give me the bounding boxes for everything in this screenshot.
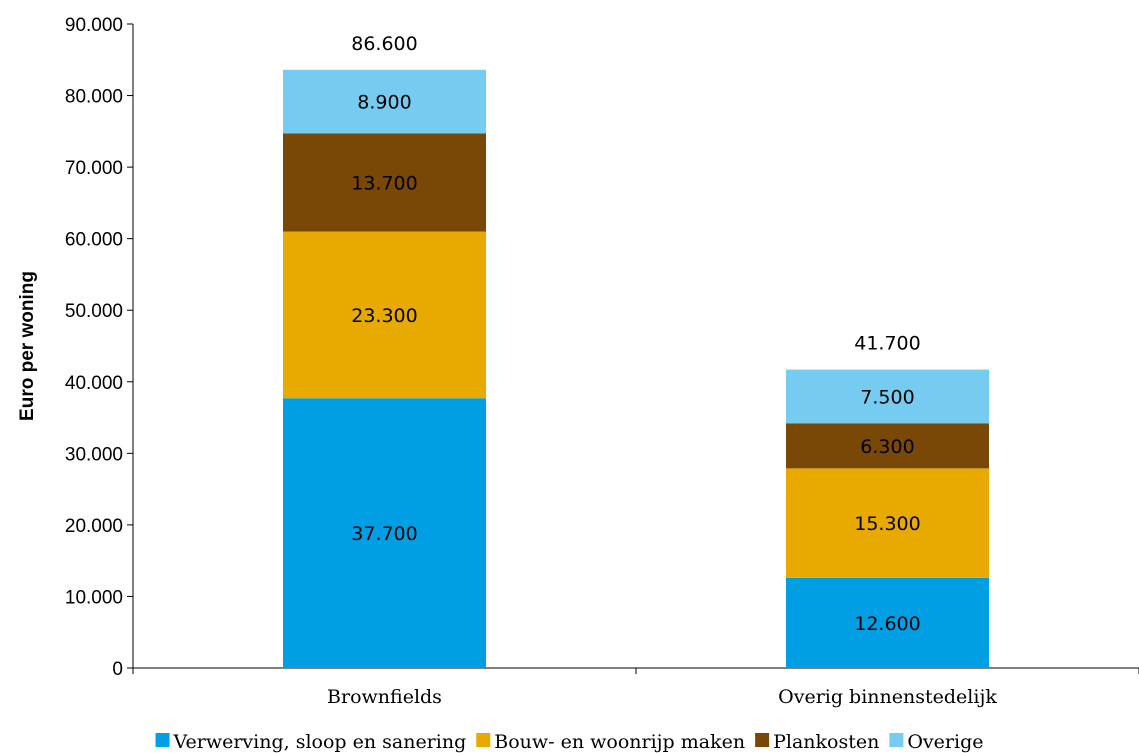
y-tick-label: 40.000 xyxy=(65,373,123,394)
bar-segment xyxy=(786,423,989,469)
legend-item: Overige xyxy=(889,731,983,753)
segment-data-label: 37.700 xyxy=(351,523,417,545)
x-category-label: Brownfields xyxy=(327,686,442,708)
y-tick-label: 70.000 xyxy=(65,158,123,179)
bar-segment xyxy=(283,133,486,232)
total-data-label: 86.600 xyxy=(351,33,417,55)
segment-data-label: 6.300 xyxy=(860,436,914,458)
legend-label: Verwerving, sloop en sanering xyxy=(173,731,467,753)
segment-data-label: 13.700 xyxy=(351,172,417,194)
segment-data-label: 23.300 xyxy=(351,305,417,327)
segment-data-label: 7.500 xyxy=(860,386,914,408)
segment-data-label: 12.600 xyxy=(854,613,920,635)
legend-label: Plankosten xyxy=(773,731,879,753)
y-tick-label: 30.000 xyxy=(65,444,123,465)
y-tick-label: 20.000 xyxy=(65,516,123,537)
bar-segment xyxy=(786,577,989,668)
segment-data-label: 15.300 xyxy=(854,513,920,535)
legend-swatch xyxy=(755,733,770,747)
y-tick-label: 80.000 xyxy=(65,87,123,108)
bars: 37.700 23.300 13.700 8.900 86.600 12.600 15.30… xyxy=(283,33,989,668)
legend-item: Plankosten xyxy=(755,731,879,753)
total-data-label: 41.700 xyxy=(854,333,920,355)
legend-item: Bouw- en woonrijp maken xyxy=(476,731,745,753)
legend-label: Bouw- en woonrijp maken xyxy=(494,731,745,753)
x-category-label: Overig binnenstedelijk xyxy=(778,686,997,708)
legend-swatch xyxy=(889,733,904,747)
bar-segment xyxy=(283,69,486,134)
y-tick-label: 60.000 xyxy=(65,230,123,251)
legend-swatch xyxy=(155,733,170,747)
y-axis-title: Euro per woning xyxy=(17,271,38,421)
legend-swatch xyxy=(476,733,491,747)
legend: Verwerving, sloop en sanering Bouw- en wo… xyxy=(155,731,983,753)
bar-segment xyxy=(786,468,989,578)
legend-item: Verwerving, sloop en sanering xyxy=(155,731,467,753)
bar-segment xyxy=(786,369,989,424)
y-tick-label: 90.000 xyxy=(65,15,123,36)
legend-label: Overige xyxy=(907,731,983,753)
segment-data-label: 8.900 xyxy=(357,92,411,114)
x-axis: Brownfields Overig binnenstedelijk xyxy=(132,667,1139,708)
bar-segment xyxy=(283,231,486,399)
bar-segment xyxy=(283,398,486,668)
y-tick-label: 10.000 xyxy=(65,587,123,608)
y-tick-label: 50.000 xyxy=(65,301,123,322)
y-tick-label: 0 xyxy=(112,659,123,680)
y-axis: 0 10.000 20.000 30.000 40.000 50.000 60.000 70.… xyxy=(65,15,134,680)
